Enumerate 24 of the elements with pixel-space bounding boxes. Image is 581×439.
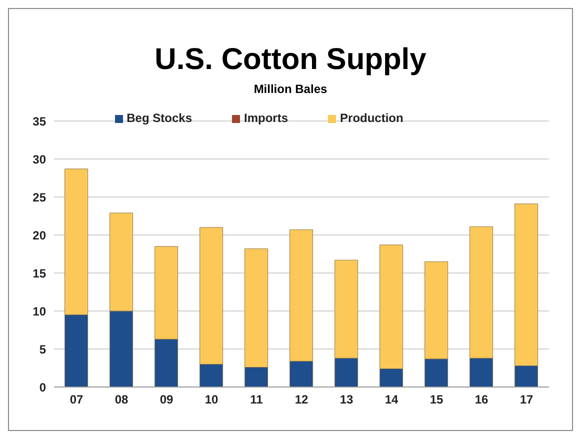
y-tick-label: 10: [32, 304, 46, 318]
legend-label: Beg Stocks: [126, 111, 192, 125]
x-tick-label: 08: [114, 392, 128, 407]
x-tick-label: 07: [70, 392, 84, 407]
y-tick-label: 0: [39, 380, 46, 394]
x-tick-label: 17: [520, 392, 534, 407]
x-tick-label: 11: [250, 392, 264, 407]
x-tick-label: 14: [384, 392, 398, 407]
x-tick-label: 13: [340, 392, 354, 407]
chart-title: U.S. Cotton Supply: [154, 43, 428, 77]
x-tick-label: 12: [294, 392, 308, 407]
y-tick-label: 25: [32, 190, 46, 204]
x-tick-label: 09: [160, 392, 174, 407]
x-tick-label: 15: [430, 392, 444, 407]
x-tick-label: 10: [204, 392, 218, 407]
y-tick-label: 15: [32, 266, 46, 280]
legend-label: Imports: [244, 111, 288, 125]
x-tick-label: 16: [474, 392, 488, 407]
legend-label: Production: [340, 111, 404, 125]
y-tick-label: 30: [32, 152, 46, 166]
y-tick-label: 35: [32, 114, 46, 128]
chart-subtitle: Million Bales: [252, 81, 328, 97]
y-tick-label: 20: [32, 228, 46, 242]
y-tick-label: 5: [39, 342, 46, 356]
